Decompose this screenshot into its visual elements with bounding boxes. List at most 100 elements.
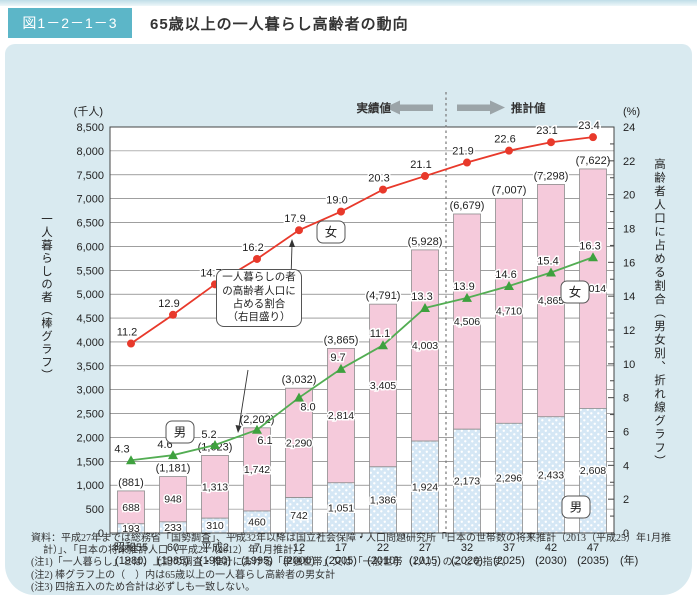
x-label-era: 47 (587, 542, 599, 554)
bar-female-value: 4,003 (412, 340, 438, 352)
line-female-tag-label: 女 (325, 225, 338, 240)
note-2: (注2) 棒グラフ上の（ ）内は65歳以上の一人暮らし高齢者の男女計 (31, 569, 336, 581)
male-line-marker (504, 281, 514, 291)
x-label-year: (2005) (325, 555, 357, 567)
x-label-era: 42 (545, 542, 557, 554)
top-accent-strip (0, 0, 697, 6)
right-axis-unit: (%) (623, 106, 640, 118)
left-tick-label: 7,000 (76, 194, 104, 206)
line-male-tag-box (165, 420, 195, 444)
callout-arrow-up-head (289, 239, 295, 247)
bar-male-value: 1,051 (328, 502, 354, 514)
left-tick-label: 2,000 (76, 432, 104, 444)
bar-female (537, 184, 565, 418)
bar-male-value: 233 (164, 522, 182, 534)
left-tick-label: 7,500 (76, 170, 104, 182)
female-line-value: 23.4 (578, 120, 599, 132)
bar-total-label: (7,622) (576, 155, 611, 167)
bar-female-value: 1,742 (244, 464, 270, 476)
callout-arrow-down-head (235, 425, 242, 433)
female-line-marker (547, 138, 555, 147)
female-line-value: 17.9 (284, 213, 305, 225)
female-line-marker (421, 172, 429, 181)
chart-panel: 688193(881)948233(1,181)1,313310(1,623)1… (5, 44, 692, 595)
callout-right-scale: 一人暮らしの者 の高齢者人口に 占める割合 （右目盛り） (216, 269, 302, 327)
left-tick-label: 8,000 (76, 146, 104, 158)
bar-total-label: (7,007) (492, 184, 527, 196)
female-line-value: 22.6 (494, 134, 515, 146)
actual-arrow-head (385, 100, 400, 115)
x-label-year: (1980) (115, 555, 147, 567)
male-line-value: 4.3 (114, 443, 129, 455)
x-label-year: (1985) (157, 555, 189, 567)
female-line-value: 23.1 (536, 125, 557, 137)
male-line-marker (294, 392, 304, 402)
x-label-era: 22 (377, 542, 389, 554)
x-label-year: (2010) (367, 555, 399, 567)
x-label-year: (2020) (451, 555, 483, 567)
x-label-year: (1990) (199, 555, 231, 567)
x-label-year: (2000) (283, 555, 315, 567)
male-line-marker (126, 455, 136, 465)
bar-male-tag-label: 男 (570, 501, 583, 515)
male-line-marker (210, 440, 220, 450)
forecast-label: 推計値 (511, 101, 546, 115)
bar-male (369, 466, 397, 534)
left-tick-label: 8,500 (76, 122, 104, 134)
male-line-marker (336, 363, 346, 373)
female-line-marker (253, 254, 261, 263)
male-line-value: 14.6 (495, 269, 516, 281)
left-tick-label: 6,500 (76, 218, 104, 230)
male-line-value: 16.3 (579, 240, 600, 252)
left-tick-label: 4,000 (76, 337, 104, 349)
bar-female-value: 4,865 (538, 295, 564, 307)
right-tick-label: 2 (623, 494, 629, 506)
bar-female (117, 490, 145, 525)
right-tick-label: 22 (623, 156, 635, 168)
bar-male (411, 440, 439, 534)
bar-female (453, 213, 481, 430)
note-1: (注1)「一人暮らし」とは、上記の調査・推計における「単独世帯」又は「一般世帯（… (31, 557, 512, 569)
male-line-value: 13.9 (453, 281, 474, 293)
left-tick-label: 0 (98, 528, 104, 540)
bar-total-label: (3,032) (282, 374, 317, 386)
forecast-arrow-head (490, 100, 505, 115)
bar-total-label: (1,181) (156, 463, 191, 475)
male-line-marker (420, 303, 430, 313)
x-axis-unit: (年) (620, 553, 638, 567)
x-label-era: 17 (335, 542, 347, 554)
male-line-value: 15.4 (537, 255, 558, 267)
bar-female-value: 2,290 (286, 437, 312, 449)
bar-female-value: 3,405 (370, 380, 396, 392)
left-tick-label: 3,000 (76, 385, 104, 397)
actual-label: 実績値 (357, 101, 392, 115)
left-tick-label: 3,500 (76, 361, 104, 373)
line-male-tag-label: 男 (174, 426, 187, 440)
figure-title: 65歳以上の一人暮らし高齢者の動向 (150, 15, 409, 33)
female-line-value: 21.9 (452, 146, 473, 158)
x-label-year: (2035) (577, 555, 609, 567)
female-line-value: 12.9 (158, 298, 179, 310)
x-label-year: (2025) (493, 555, 525, 567)
male-line-value: 5.2 (201, 429, 216, 441)
bar-female (285, 387, 313, 498)
bar-female-value: 2,814 (328, 410, 354, 422)
bar-female (495, 197, 523, 424)
x-label-era: 27 (419, 542, 431, 554)
right-axis-label: 高齢者人口に占める割合（男女別、折れ線グラフ） (653, 158, 665, 469)
female-line-value: 21.1 (410, 159, 431, 171)
female-line-marker (127, 339, 135, 348)
bar-male-value: 2,608 (580, 465, 606, 477)
right-tick-label: 8 (623, 393, 629, 405)
bar-male-value: 2,173 (454, 476, 480, 488)
bar-male (327, 482, 355, 534)
female-line-marker (463, 158, 471, 167)
male-line-marker (546, 267, 556, 277)
right-tick-label: 24 (623, 122, 635, 134)
male-line-value: 11.1 (370, 328, 391, 340)
bar-male (537, 416, 565, 534)
line-female-tag-box (316, 220, 346, 244)
bar-female-value: 1,313 (202, 481, 228, 493)
male-line-value: 13.3 (411, 291, 432, 303)
forecast-arrow (457, 104, 491, 111)
